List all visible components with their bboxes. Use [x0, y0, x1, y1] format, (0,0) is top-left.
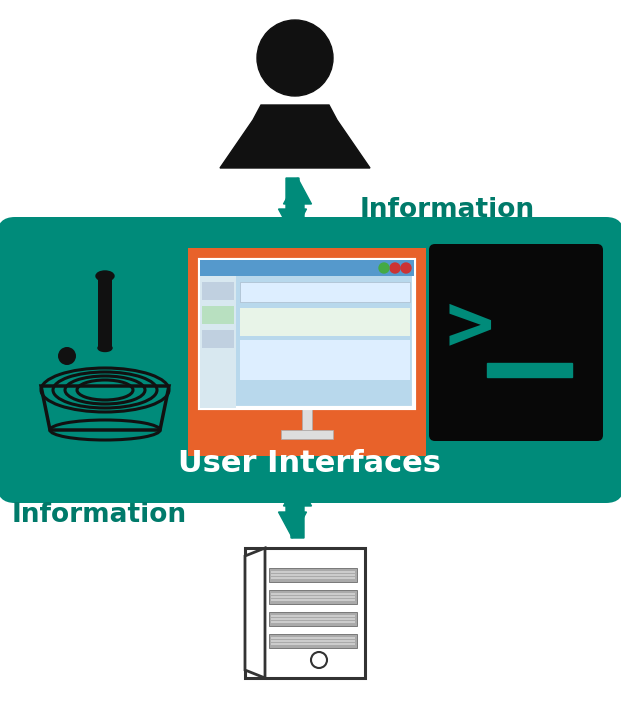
Bar: [271, 621, 355, 623]
Polygon shape: [278, 178, 307, 235]
Bar: [271, 596, 355, 598]
Bar: [271, 618, 355, 620]
Bar: [200, 260, 414, 408]
Circle shape: [257, 20, 333, 96]
Text: >: >: [446, 289, 494, 367]
Ellipse shape: [98, 345, 112, 352]
Bar: [487, 363, 572, 377]
Text: Information: Information: [360, 197, 535, 223]
Bar: [271, 574, 355, 576]
Bar: [240, 340, 410, 380]
Bar: [281, 430, 333, 439]
Bar: [271, 637, 355, 639]
Circle shape: [401, 263, 411, 273]
Bar: [271, 643, 355, 644]
Bar: [269, 634, 357, 648]
FancyBboxPatch shape: [0, 217, 621, 503]
Bar: [245, 548, 365, 678]
Circle shape: [390, 263, 400, 273]
Bar: [202, 306, 234, 324]
Bar: [271, 593, 355, 595]
Bar: [271, 571, 355, 572]
Bar: [98, 276, 112, 348]
Polygon shape: [220, 105, 370, 168]
Polygon shape: [284, 480, 312, 538]
Bar: [200, 260, 414, 276]
Bar: [200, 276, 236, 408]
Bar: [188, 248, 426, 456]
Text: Information: Information: [12, 502, 187, 528]
Polygon shape: [284, 178, 312, 235]
Bar: [269, 568, 357, 582]
FancyBboxPatch shape: [429, 244, 603, 441]
Circle shape: [311, 652, 327, 668]
Bar: [240, 282, 410, 302]
Bar: [202, 330, 234, 348]
Bar: [271, 599, 355, 601]
Bar: [271, 640, 355, 642]
Ellipse shape: [96, 271, 114, 281]
Polygon shape: [278, 480, 307, 538]
Polygon shape: [245, 548, 265, 678]
Circle shape: [379, 263, 389, 273]
Bar: [240, 308, 410, 336]
Bar: [302, 408, 312, 430]
Bar: [271, 577, 355, 579]
Bar: [271, 615, 355, 617]
Text: User Interfaces: User Interfaces: [178, 449, 442, 477]
Bar: [202, 282, 234, 300]
Bar: [200, 260, 414, 408]
Bar: [269, 590, 357, 604]
Bar: [269, 612, 357, 626]
Circle shape: [58, 347, 76, 365]
